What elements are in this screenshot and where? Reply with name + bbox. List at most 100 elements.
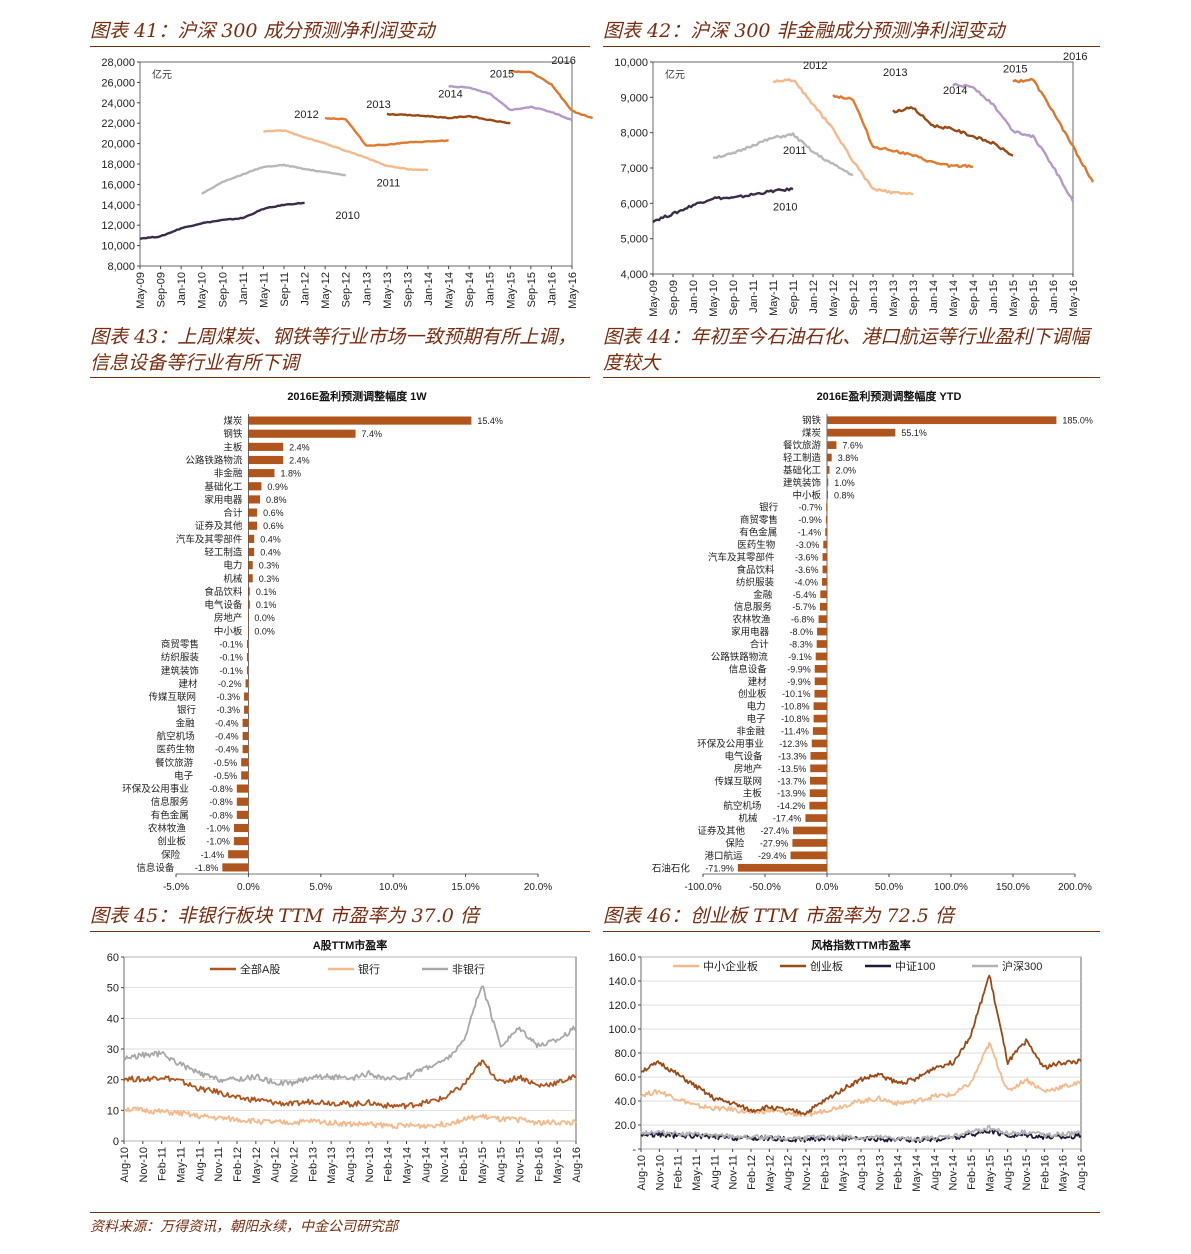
- bar-value-label: -6.8%: [791, 615, 815, 625]
- category-label: 轻工制造: [204, 547, 243, 559]
- chart-44-title: 图表 44：年初至今石油石化、港口航运等行业盈利下调幅度较大: [603, 326, 1090, 374]
- bar-value-label: -8.3%: [789, 640, 813, 650]
- category-label: 保险: [725, 837, 745, 849]
- category-label: 机械: [738, 813, 758, 825]
- y-tick-label: 22,000: [101, 118, 135, 130]
- x-tick-label: May-14: [911, 1155, 923, 1192]
- bar-13: [248, 574, 253, 583]
- bar-8: [248, 508, 258, 517]
- chart-heading: 风格指数TTM市盈率: [811, 938, 911, 952]
- x-tick-label: May-14: [402, 1147, 414, 1184]
- bar-5: [248, 469, 275, 478]
- bar-value-label: 3.8%: [838, 453, 859, 463]
- bar-value-label: -5.7%: [792, 602, 816, 612]
- bar-value-label: -0.8%: [209, 810, 233, 820]
- chart-42-title: 图表 42：沪深 300 非金融成分预测净利润变动: [603, 20, 1005, 42]
- bar-14: [248, 587, 250, 596]
- bar-value-label: 0.4%: [260, 534, 281, 544]
- bar-29: [810, 764, 827, 773]
- bar-15: [820, 590, 827, 599]
- bar-23: [814, 689, 827, 698]
- x-tick-label: Feb-13: [819, 1155, 831, 1190]
- y-tick-label: 12,000: [101, 220, 135, 232]
- category-label: 煤炭: [223, 415, 243, 427]
- bar-value-label: 7.6%: [842, 441, 863, 451]
- y-tick-label: 50: [107, 983, 119, 995]
- bar-value-label: 0.3%: [259, 574, 280, 584]
- y-tick-label: 20: [107, 1075, 119, 1087]
- series-line-2010: [139, 201, 305, 241]
- y-tick-label: 6,000: [620, 198, 648, 210]
- bar-13: [822, 565, 827, 574]
- y-tick-label: 8,000: [107, 261, 135, 273]
- category-label: 信息设备: [136, 862, 175, 874]
- series-line-中证100: [640, 1128, 1082, 1144]
- category-label: 汽车及其零部件: [708, 551, 775, 563]
- bar-27: [241, 758, 249, 767]
- y-tick-label: 10: [107, 1105, 119, 1117]
- series-label-2013: 2013: [366, 99, 390, 111]
- bar-31: [809, 789, 827, 798]
- bar-19: [816, 640, 827, 648]
- x-tick-label: Aug-16: [571, 1147, 583, 1182]
- legend-label-3: 中证100: [895, 960, 935, 973]
- x-tick-label: Jan-12: [300, 272, 312, 306]
- legend-label-2: 创业板: [810, 959, 843, 973]
- x-tick-label: Aug-12: [270, 1147, 282, 1182]
- bar-value-label: 0.0%: [254, 626, 275, 636]
- bar-value-label: -13.9%: [777, 789, 806, 799]
- bar-32: [233, 823, 249, 833]
- x-tick-label: Jan-10: [688, 280, 700, 314]
- x-tick-label: Sep-14: [464, 272, 476, 307]
- series-label-2011: 2011: [783, 145, 807, 157]
- bar-value-label: 2.4%: [289, 456, 310, 466]
- bar-31: [236, 810, 249, 819]
- category-label: 基础化工: [783, 464, 822, 476]
- bar-3: [827, 441, 837, 449]
- bar-33: [233, 837, 249, 846]
- category-label: 商贸零售: [740, 514, 778, 526]
- y-tick-label: 24,000: [101, 98, 135, 110]
- bar-value-label: -9.9%: [787, 664, 811, 674]
- category-label: 非金融: [736, 726, 765, 738]
- bar-value-label: -13.5%: [778, 764, 807, 774]
- bar-value-label: 185.0%: [1062, 416, 1093, 426]
- bar-6: [248, 482, 262, 491]
- x-tick-label: Jan-14: [928, 280, 940, 314]
- chart-41-net-profit-forecast: 8,000 10,000 12,000 14,000 16,000 18,000 20,00…: [101, 55, 594, 309]
- x-tick-label: Feb-13: [307, 1147, 319, 1182]
- bar-value-label: -0.1%: [219, 666, 243, 676]
- x-tick-label: 150.0%: [996, 882, 1030, 893]
- bar-value-label: -0.5%: [214, 758, 238, 768]
- category-label: 钢铁: [802, 415, 822, 427]
- x-tick-label: Jan-12: [808, 280, 820, 314]
- category-label: 基础化工: [204, 481, 243, 493]
- bar-value-label: 7.4%: [362, 429, 383, 439]
- bar-34: [793, 826, 827, 835]
- x-tick-label: Sep-11: [279, 272, 291, 307]
- bar-value-label: -3.0%: [796, 540, 820, 550]
- bar-value-label: -13.3%: [778, 751, 807, 761]
- bar-15: [248, 600, 250, 609]
- category-label: 有色金属: [151, 809, 189, 821]
- chart-46-style-index-pe: - 20.0 40.0 60.0 80.0 100.0 120.0 140.0 160.0 Aug…: [608, 938, 1088, 1192]
- x-tick-label: May-16: [567, 272, 579, 309]
- bar-26: [242, 745, 249, 754]
- category-label: 公路铁路物流: [711, 651, 769, 663]
- bar-2: [827, 428, 896, 437]
- x-tick-label: Aug-13: [856, 1155, 868, 1190]
- bar-37: [737, 863, 827, 872]
- x-tick-label: Aug-13: [345, 1147, 357, 1182]
- category-label: 证券及其他: [698, 825, 746, 837]
- bar-value-label: -10.8%: [781, 714, 810, 724]
- y-tick-label: 100.0: [608, 1024, 636, 1036]
- category-label: 环保及公用事业: [697, 738, 764, 750]
- x-tick-label: Sep-13: [908, 280, 920, 315]
- bar-12: [248, 561, 253, 570]
- category-label: 保险: [161, 849, 181, 861]
- series-line-2016: [1012, 77, 1095, 183]
- source-note: 资料来源：万得资讯，朝阳永续，中金公司研究部: [90, 1219, 398, 1235]
- bar-25: [813, 714, 827, 723]
- x-tick-label: May-15: [984, 1155, 996, 1192]
- bar-36: [790, 851, 827, 860]
